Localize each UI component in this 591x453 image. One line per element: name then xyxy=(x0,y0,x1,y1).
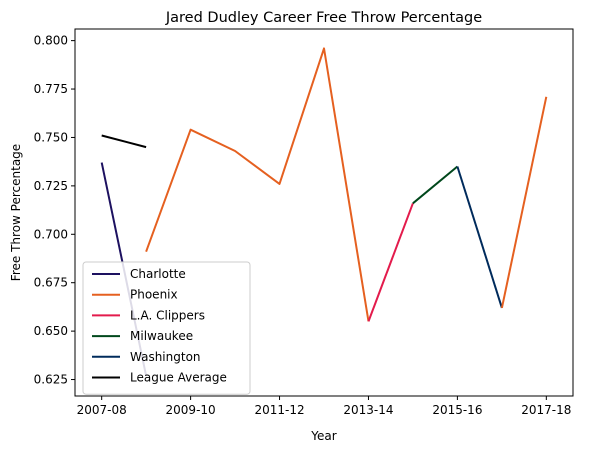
legend-label-charlotte: Charlotte xyxy=(130,267,186,281)
legend: Charlotte Phoenix L.A. Clippers Milwaukee Wa… xyxy=(82,261,251,395)
series-line-washington xyxy=(456,166,503,309)
x-tick-label: 2013-14 xyxy=(343,403,393,417)
legend-label-l-a-clippers: L.A. Clippers xyxy=(130,308,205,322)
x-tick-label: 2015-16 xyxy=(432,403,482,417)
x-tick-label: 2017-18 xyxy=(521,403,571,417)
plot-frame xyxy=(74,28,574,397)
y-tick-label: 0.800 xyxy=(34,34,68,48)
y-tick-label: 0.700 xyxy=(34,227,68,241)
y-tick-label: 0.725 xyxy=(34,179,68,193)
legend-box xyxy=(82,261,251,395)
y-tick-label: 0.775 xyxy=(34,82,68,96)
x-axis-label: Year xyxy=(310,429,336,443)
x-tick-label: 2011-12 xyxy=(254,403,304,417)
series-line-milwaukee xyxy=(412,165,459,205)
x-tick-label: 2007-08 xyxy=(77,403,127,417)
legend-label-league-average: League Average xyxy=(130,371,227,385)
y-tick-label: 0.625 xyxy=(34,373,68,387)
legend-label-phoenix: Phoenix xyxy=(130,288,178,302)
series-line-l-a-clippers xyxy=(367,202,414,322)
series-line-phoenix-2 xyxy=(500,96,548,309)
legend-label-washington: Washington xyxy=(130,350,201,364)
y-tick-label: 0.675 xyxy=(34,276,68,290)
y-tick-label: 0.750 xyxy=(34,130,68,144)
x-tick-label: 2009-10 xyxy=(166,403,216,417)
series-line-league-average xyxy=(101,134,147,149)
y-tick-label: 0.650 xyxy=(34,324,68,338)
y-axis-label: Free Throw Percentage xyxy=(9,144,23,281)
chart-title: Jared Dudley Career Free Throw Percentag… xyxy=(165,10,482,26)
legend-label-milwaukee: Milwaukee xyxy=(130,329,193,343)
axis-ticks: 2007-08 2009-10 2011-12 2013-14 2015-16 2017-… xyxy=(34,34,572,417)
series-line-phoenix xyxy=(145,47,370,322)
